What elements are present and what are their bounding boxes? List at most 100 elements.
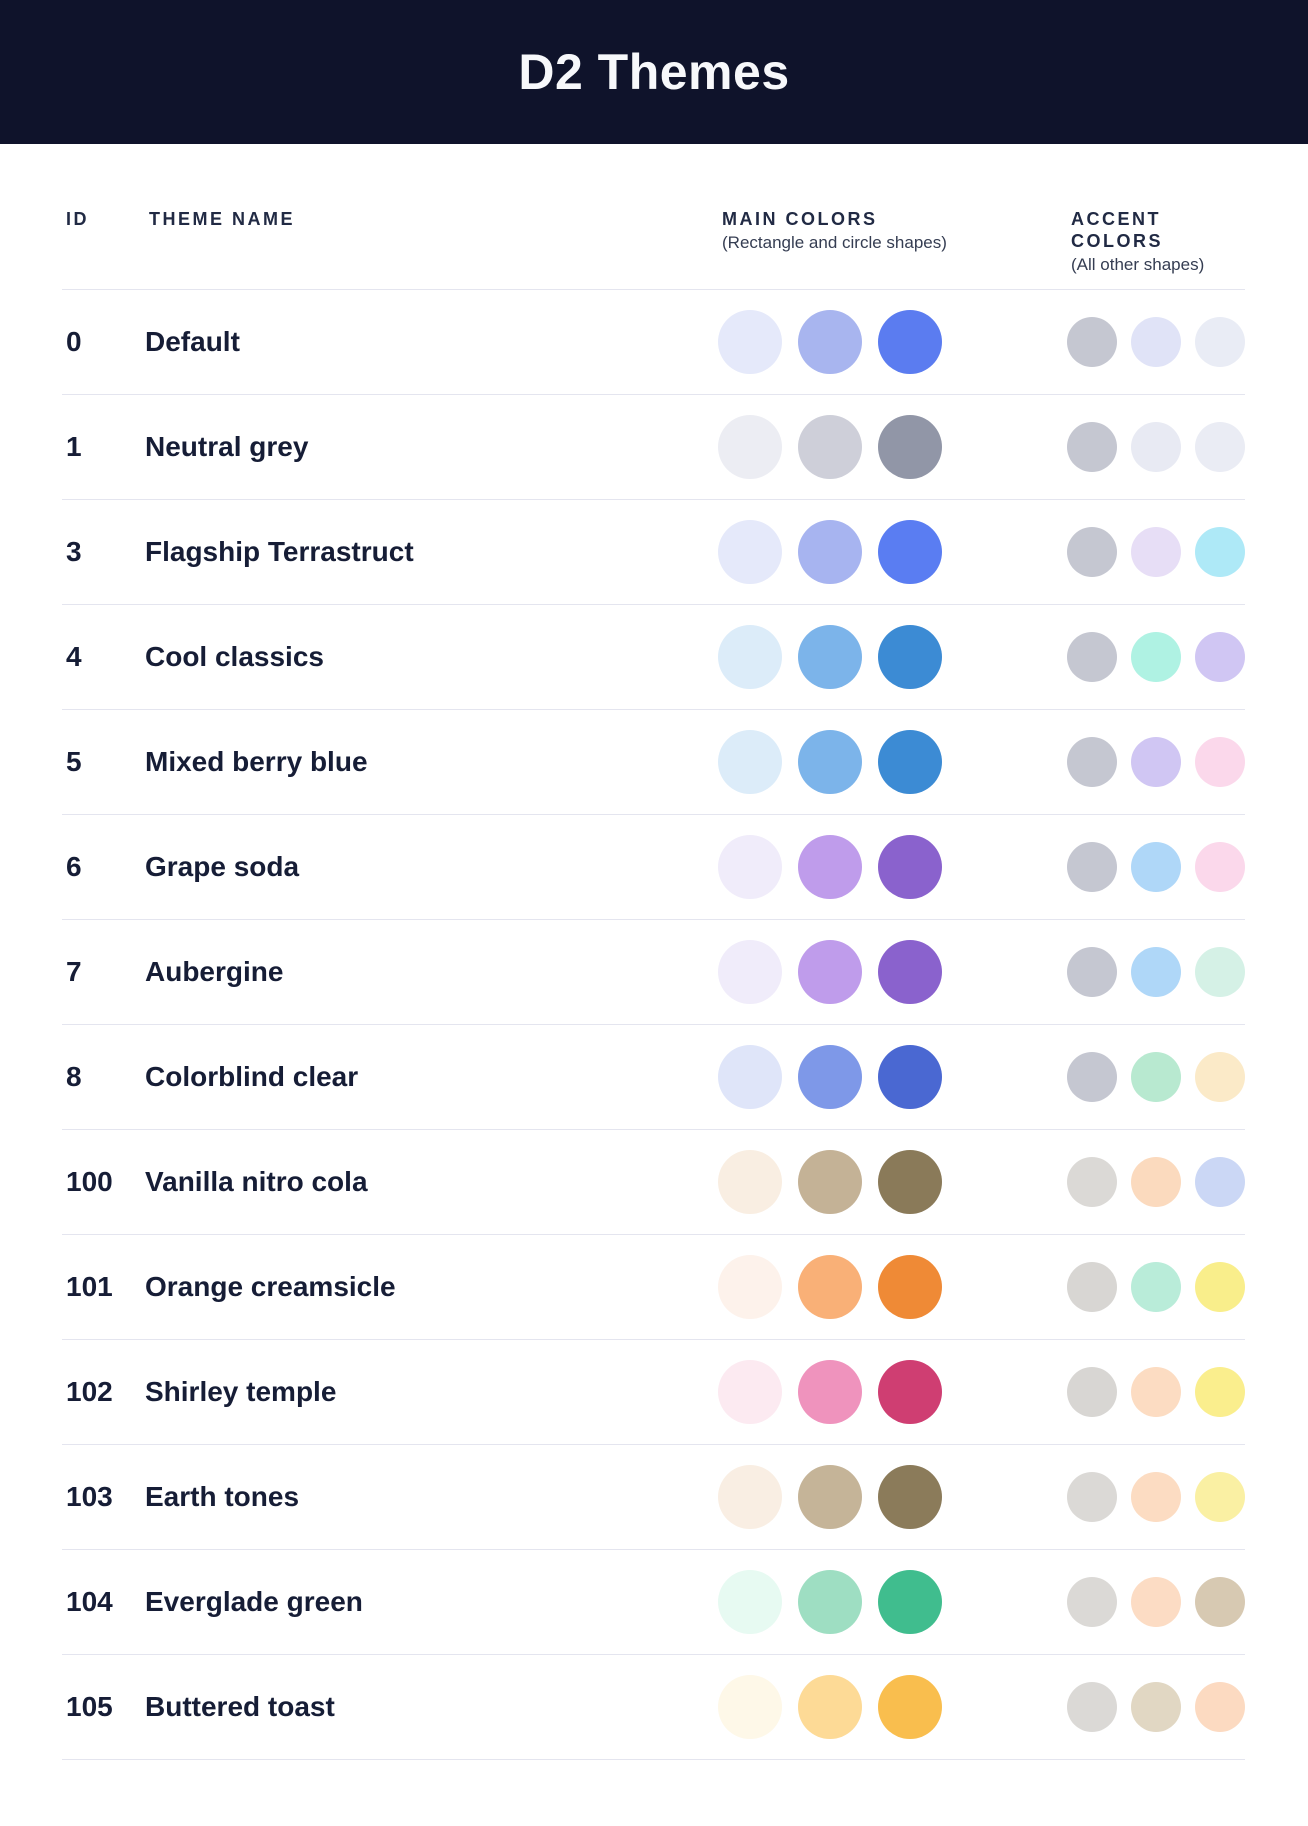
accent-color-swatch [1195, 1367, 1245, 1417]
page-header: D2 Themes [0, 0, 1308, 144]
accent-color-swatch [1195, 1472, 1245, 1522]
column-label-main-colors: MAIN COLORS [722, 209, 878, 229]
accent-color-swatch [1067, 1682, 1117, 1732]
accent-color-swatch [1067, 317, 1117, 367]
accent-colors-swatches [1067, 1157, 1245, 1207]
accent-color-swatch [1195, 1052, 1245, 1102]
theme-id: 3 [66, 536, 82, 567]
main-colors-swatches [718, 415, 1067, 479]
accent-color-swatch [1131, 422, 1181, 472]
main-color-swatch [798, 415, 862, 479]
accent-color-swatch [1195, 527, 1245, 577]
accent-color-swatch [1195, 422, 1245, 472]
main-color-swatch [878, 1045, 942, 1109]
main-color-swatch [798, 1675, 862, 1739]
accent-color-swatch [1131, 1472, 1181, 1522]
theme-name: Earth tones [145, 1481, 300, 1512]
main-color-swatch [718, 730, 782, 794]
accent-color-swatch [1131, 737, 1181, 787]
column-caption-main-colors: (Rectangle and circle shapes) [722, 233, 947, 252]
main-color-swatch [798, 730, 862, 794]
main-color-swatch [878, 310, 942, 374]
accent-color-swatch [1131, 1262, 1181, 1312]
main-color-swatch [798, 625, 862, 689]
theme-id: 4 [66, 641, 82, 672]
theme-id: 104 [66, 1586, 113, 1617]
column-label-id: ID [66, 209, 89, 229]
accent-colors-swatches [1067, 1052, 1245, 1102]
main-color-swatch [878, 625, 942, 689]
column-label-accent-colors: ACCENT COLORS [1071, 209, 1164, 251]
theme-id: 8 [66, 1061, 82, 1092]
accent-color-swatch [1067, 1157, 1117, 1207]
main-colors-swatches [718, 835, 1067, 899]
theme-id: 105 [66, 1691, 113, 1722]
accent-color-swatch [1131, 1367, 1181, 1417]
main-colors-swatches [718, 1045, 1067, 1109]
theme-name: Cool classics [145, 641, 324, 672]
accent-colors-swatches [1067, 422, 1245, 472]
accent-color-swatch [1195, 317, 1245, 367]
accent-color-swatch [1195, 1157, 1245, 1207]
theme-name: Shirley temple [145, 1376, 337, 1407]
accent-colors-swatches [1067, 737, 1245, 787]
accent-color-swatch [1131, 1682, 1181, 1732]
main-color-swatch [798, 1360, 862, 1424]
main-color-swatch [798, 1255, 862, 1319]
main-color-swatch [878, 1465, 942, 1529]
accent-colors-swatches [1067, 842, 1245, 892]
accent-color-swatch [1195, 1262, 1245, 1312]
main-color-swatch [878, 940, 942, 1004]
main-color-swatch [718, 1570, 782, 1634]
main-color-swatch [878, 1255, 942, 1319]
theme-name: Flagship Terrastruct [145, 536, 414, 567]
theme-name: Aubergine [145, 956, 284, 987]
column-header-main-colors: MAIN COLORS (Rectangle and circle shapes… [718, 208, 1067, 253]
main-colors-swatches [718, 1150, 1067, 1214]
theme-id: 1 [66, 431, 82, 462]
accent-color-swatch [1195, 632, 1245, 682]
accent-color-swatch [1195, 842, 1245, 892]
theme-row: 3 Flagship Terrastruct [62, 500, 1245, 605]
theme-name: Vanilla nitro cola [145, 1166, 368, 1197]
accent-color-swatch [1067, 1577, 1117, 1627]
accent-colors-swatches [1067, 317, 1245, 367]
theme-id: 100 [66, 1166, 113, 1197]
main-color-swatch [878, 1570, 942, 1634]
column-header-accent-colors: ACCENT COLORS (All other shapes) [1067, 208, 1245, 275]
theme-id: 5 [66, 746, 82, 777]
main-color-swatch [718, 520, 782, 584]
accent-color-swatch [1067, 1367, 1117, 1417]
accent-color-swatch [1067, 947, 1117, 997]
accent-color-swatch [1131, 947, 1181, 997]
main-colors-swatches [718, 625, 1067, 689]
main-color-swatch [798, 310, 862, 374]
main-color-swatch [878, 520, 942, 584]
column-header-id: ID [62, 208, 145, 230]
theme-row: 6 Grape soda [62, 815, 1245, 920]
theme-row: 103 Earth tones [62, 1445, 1245, 1550]
theme-row: 0 Default [62, 290, 1245, 395]
main-colors-swatches [718, 1675, 1067, 1739]
theme-name: Colorblind clear [145, 1061, 359, 1092]
main-colors-swatches [718, 1360, 1067, 1424]
accent-color-swatch [1131, 317, 1181, 367]
accent-colors-swatches [1067, 527, 1245, 577]
accent-color-swatch [1195, 1577, 1245, 1627]
accent-color-swatch [1131, 842, 1181, 892]
theme-id: 101 [66, 1271, 113, 1302]
main-color-swatch [718, 1150, 782, 1214]
theme-id: 6 [66, 851, 82, 882]
main-color-swatch [878, 1675, 942, 1739]
accent-colors-swatches [1067, 632, 1245, 682]
theme-name: Orange creamsicle [145, 1271, 396, 1302]
main-color-swatch [718, 1360, 782, 1424]
main-color-swatch [798, 940, 862, 1004]
accent-color-swatch [1067, 527, 1117, 577]
accent-colors-swatches [1067, 1262, 1245, 1312]
main-color-swatch [718, 940, 782, 1004]
theme-row: 5 Mixed berry blue [62, 710, 1245, 815]
accent-color-swatch [1131, 1577, 1181, 1627]
theme-row: 102 Shirley temple [62, 1340, 1245, 1445]
themes-table: ID THEME NAME MAIN COLORS (Rectangle and… [62, 144, 1245, 1760]
